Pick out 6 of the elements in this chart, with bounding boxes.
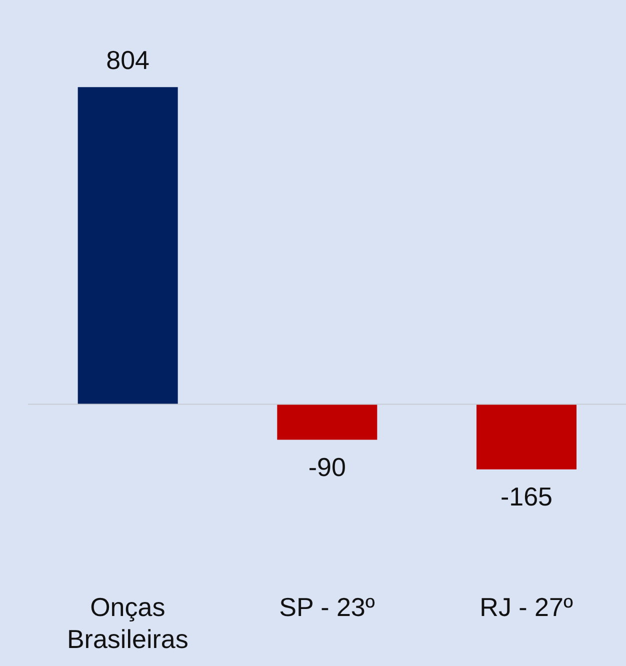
data-label: -165 xyxy=(500,481,553,512)
data-label: -90 xyxy=(308,452,346,482)
x-tick-label: SP - 23º xyxy=(279,592,376,622)
x-tick-label: Onças Brasileiras xyxy=(66,592,188,654)
data-label: 804 xyxy=(106,45,150,76)
x-tick-label: RJ - 27º xyxy=(480,592,574,622)
